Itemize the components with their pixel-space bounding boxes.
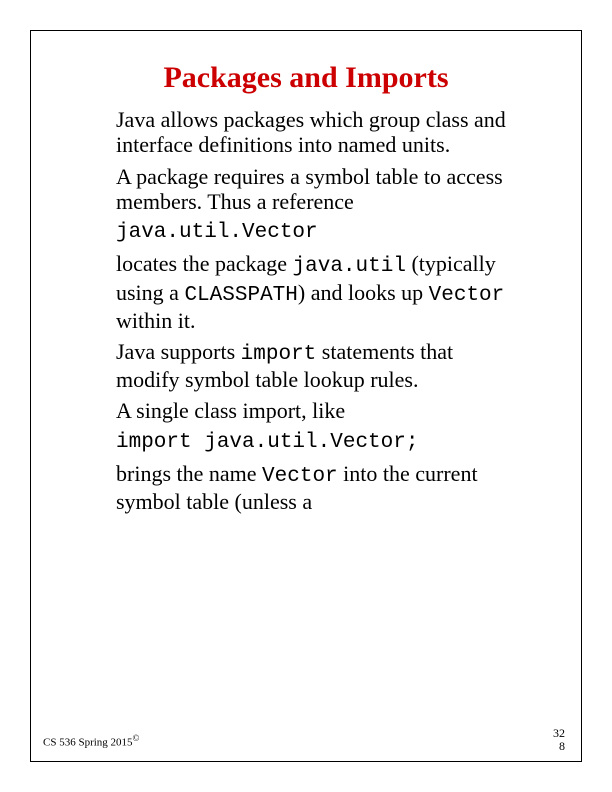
paragraph-4: Java supports import statements that mod… xyxy=(116,339,516,392)
text-3a: locates the package xyxy=(116,251,293,276)
code-6-1: Vector xyxy=(262,465,338,488)
page-number-1: 32 xyxy=(553,727,565,740)
copyright-icon: © xyxy=(133,733,140,743)
text-3d: within it. xyxy=(116,308,195,333)
paragraph-1: Java allows packages which group class a… xyxy=(116,107,516,158)
code-3-3: Vector xyxy=(429,284,505,307)
slide-frame: Packages and Imports Java allows package… xyxy=(30,30,582,762)
code-line-1: java.util.Vector xyxy=(116,220,516,245)
code-4-1: import xyxy=(241,343,317,366)
paragraph-3: locates the package java.util (typically… xyxy=(116,251,516,333)
text-6a: brings the name xyxy=(116,461,262,486)
text-4a: Java supports xyxy=(116,339,241,364)
paragraph-2: A package requires a symbol table to acc… xyxy=(116,164,516,215)
page-number-2: 8 xyxy=(553,740,565,753)
paragraph-5: A single class import, like xyxy=(116,398,516,423)
content-area: Java allows packages which group class a… xyxy=(76,107,536,514)
code-line-2: import java.util.Vector; xyxy=(116,430,516,455)
code-3-1: java.util xyxy=(293,255,406,278)
text-3c: ) and looks up xyxy=(298,280,429,305)
footer-left: CS 536 Spring 2015© xyxy=(43,733,139,749)
code-3-2: CLASSPATH xyxy=(184,284,297,307)
footer-course: CS 536 Spring 2015 xyxy=(43,737,133,749)
paragraph-6: brings the name Vector into the current … xyxy=(116,461,516,514)
slide-title: Packages and Imports xyxy=(106,61,506,95)
footer-right: 32 8 xyxy=(553,727,565,753)
